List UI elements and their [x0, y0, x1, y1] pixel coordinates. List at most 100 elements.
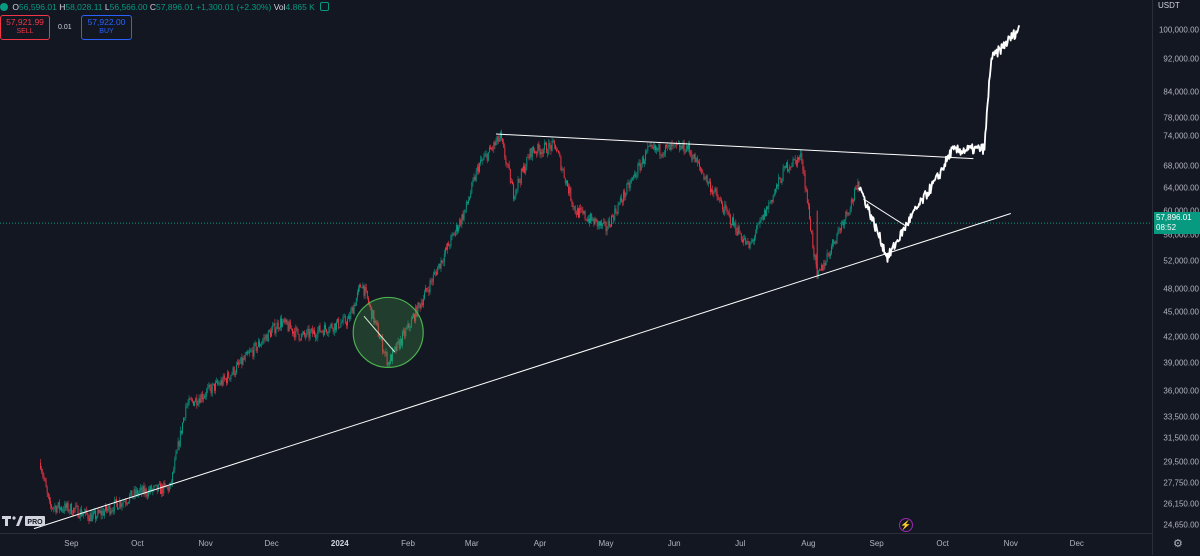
candle-body [402, 332, 403, 346]
candle-body [40, 462, 42, 469]
bolt-icon[interactable]: ⚡ [899, 518, 913, 532]
sell-button[interactable]: 57,921.99 SELL [0, 15, 50, 40]
price-chart[interactable] [0, 0, 1152, 533]
candle-body [795, 159, 797, 166]
candle-body [433, 272, 435, 275]
buy-button[interactable]: 57,922.00 BUY [81, 15, 132, 40]
candle-body [673, 144, 675, 145]
candle-body [332, 328, 334, 332]
candle-body [750, 241, 752, 243]
candle-body [341, 322, 343, 323]
volume-label: Vol [273, 2, 286, 12]
candle-body [715, 188, 717, 192]
candle-body [725, 204, 727, 209]
currency-button[interactable]: USDT [1158, 1, 1180, 10]
candle-body [736, 231, 738, 236]
candle-body [365, 287, 367, 291]
candle-body [293, 331, 295, 334]
candle-body [374, 320, 376, 324]
candle-body [699, 162, 700, 167]
candle-body [273, 323, 275, 326]
candle-body [586, 219, 588, 222]
candle-body [222, 375, 224, 385]
candle-body [352, 307, 354, 314]
candle-body [311, 328, 313, 334]
candle-body [468, 200, 469, 204]
candle-body [360, 284, 362, 288]
candle-body [782, 168, 784, 182]
candle-body [355, 298, 357, 306]
candle-body [259, 341, 260, 347]
candle-body [453, 233, 455, 236]
candle-body [251, 350, 253, 351]
candle-body [684, 152, 686, 153]
candle-body [354, 304, 356, 306]
time-tick: May [598, 539, 614, 548]
candle-body [501, 132, 502, 139]
price-tick: 92,000.00 [1163, 54, 1199, 64]
candle-body [789, 166, 791, 170]
candle-body [828, 254, 830, 256]
candle-body [75, 505, 77, 509]
candle-body [271, 329, 273, 337]
candle-body [234, 372, 236, 376]
candle-body [593, 218, 595, 225]
candle-body [815, 255, 817, 265]
chart-area[interactable] [0, 0, 1152, 533]
candle-body [683, 141, 685, 153]
candle-body [739, 233, 741, 235]
price-tick: 100,000.00 [1158, 25, 1199, 35]
candle-body [777, 184, 779, 187]
candle-body [304, 331, 306, 336]
candle-body [99, 510, 101, 513]
visibility-icon[interactable] [320, 2, 330, 11]
candle-body [132, 496, 134, 499]
time-tick: Dec [1069, 539, 1084, 548]
candle-body [274, 323, 276, 334]
candle-body [779, 177, 781, 179]
candle-body [853, 200, 854, 202]
time-axis[interactable] [0, 533, 1152, 556]
candle-body [227, 372, 229, 384]
candle-body [747, 241, 749, 242]
candle-body [388, 362, 390, 365]
candle-body [145, 488, 147, 496]
candle-body [420, 302, 422, 309]
price-tick: 84,000.00 [1163, 87, 1199, 97]
candle-body [229, 377, 231, 380]
candle-body [567, 180, 568, 187]
candle-body [465, 201, 467, 210]
candle-body [724, 204, 726, 214]
candle-body [807, 203, 809, 206]
candle-body [620, 197, 622, 202]
candle-body [114, 499, 116, 501]
candle-body [565, 180, 567, 184]
candle-body [186, 405, 188, 407]
candle-body [844, 219, 846, 226]
candle-body [250, 350, 252, 352]
candle-body [124, 501, 126, 503]
candle-body [331, 323, 333, 329]
gear-icon[interactable]: ⚙ [1173, 538, 1183, 550]
candle-body [558, 150, 560, 154]
candle-body [719, 199, 721, 201]
price-axis[interactable]: 100,000.00 92,000.00 84,000.00 78,000.00 74,… [1152, 0, 1200, 555]
open-value: 56,596.01 [19, 2, 57, 12]
candle-body [858, 181, 860, 191]
candle-body [850, 199, 852, 209]
candle-body [380, 338, 381, 340]
candle-body [827, 253, 829, 255]
candle-body [69, 504, 71, 511]
candle-body [403, 330, 405, 333]
candle-body [692, 158, 694, 160]
candle-body [168, 486, 170, 492]
candle-body [393, 349, 395, 351]
candle-body [405, 329, 407, 337]
candle-body [226, 378, 227, 384]
candle-body [541, 151, 543, 154]
candle-body [514, 196, 516, 200]
candle-body [447, 243, 449, 250]
candle-body [766, 206, 768, 217]
candle-body [143, 486, 145, 494]
candle-body [437, 267, 439, 275]
